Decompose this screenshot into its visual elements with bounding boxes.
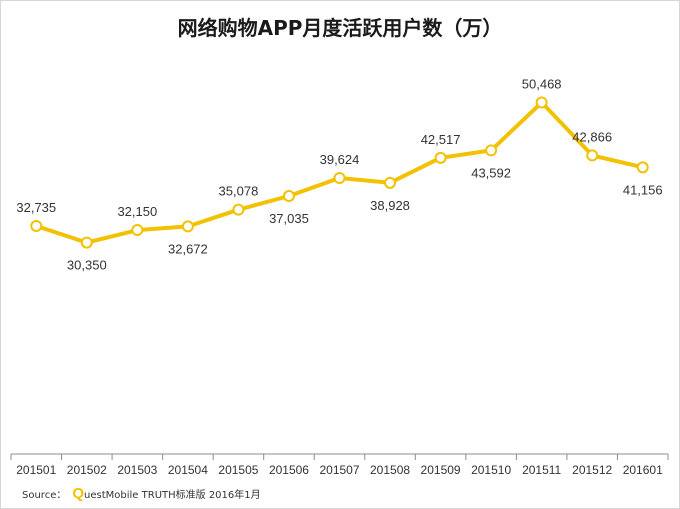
data-point — [30, 219, 43, 232]
source-text: uestMobile TRUTH标准版 2016年1月 — [84, 490, 261, 501]
data-point — [181, 220, 194, 233]
x-tick-label: 201509 — [421, 463, 461, 477]
data-label: 32,735 — [16, 200, 56, 215]
x-tick-label: 201504 — [168, 463, 208, 477]
chart-title: 网络购物APP月度活跃用户数（万） — [177, 16, 503, 40]
data-label: 43,592 — [471, 165, 511, 180]
data-label: 37,035 — [269, 211, 309, 226]
data-label: 38,928 — [370, 198, 410, 213]
data-label: 39,624 — [320, 152, 360, 167]
data-point — [282, 190, 295, 203]
x-tick-label: 201511 — [522, 463, 561, 477]
data-point — [131, 224, 144, 237]
data-label: 42,866 — [572, 129, 612, 144]
data-label: 35,078 — [219, 184, 259, 199]
data-point — [384, 176, 397, 189]
data-label: 42,517 — [421, 132, 461, 147]
x-tick-label: 201510 — [471, 463, 511, 477]
x-tick-label: 201505 — [218, 463, 258, 477]
x-tick-label: 201512 — [572, 463, 612, 477]
data-point — [80, 236, 93, 249]
data-point — [232, 203, 245, 216]
x-tick-label: 201503 — [117, 463, 157, 477]
data-label: 32,150 — [117, 204, 157, 219]
source-label: Source： — [22, 490, 67, 501]
data-label: 32,672 — [168, 241, 208, 256]
x-tick-label: 201508 — [370, 463, 410, 477]
x-tick-label: 201601 — [623, 463, 663, 477]
x-tick-label: 201501 — [16, 463, 56, 477]
data-label: 50,468 — [522, 76, 562, 91]
questmobile-logo: Q — [72, 485, 85, 502]
data-label: 41,156 — [623, 182, 663, 197]
data-point — [535, 96, 548, 109]
data-point — [586, 149, 599, 162]
data-label: 30,350 — [67, 258, 107, 273]
x-tick-label: 201502 — [67, 463, 107, 477]
data-point — [333, 171, 346, 184]
data-point — [434, 151, 447, 164]
data-point — [485, 144, 498, 157]
data-point — [636, 161, 649, 174]
x-tick-label: 201506 — [269, 463, 309, 477]
source-note: Source： QuestMobile TRUTH标准版 2016年1月 — [22, 485, 261, 502]
x-tick-label: 201507 — [319, 463, 359, 477]
